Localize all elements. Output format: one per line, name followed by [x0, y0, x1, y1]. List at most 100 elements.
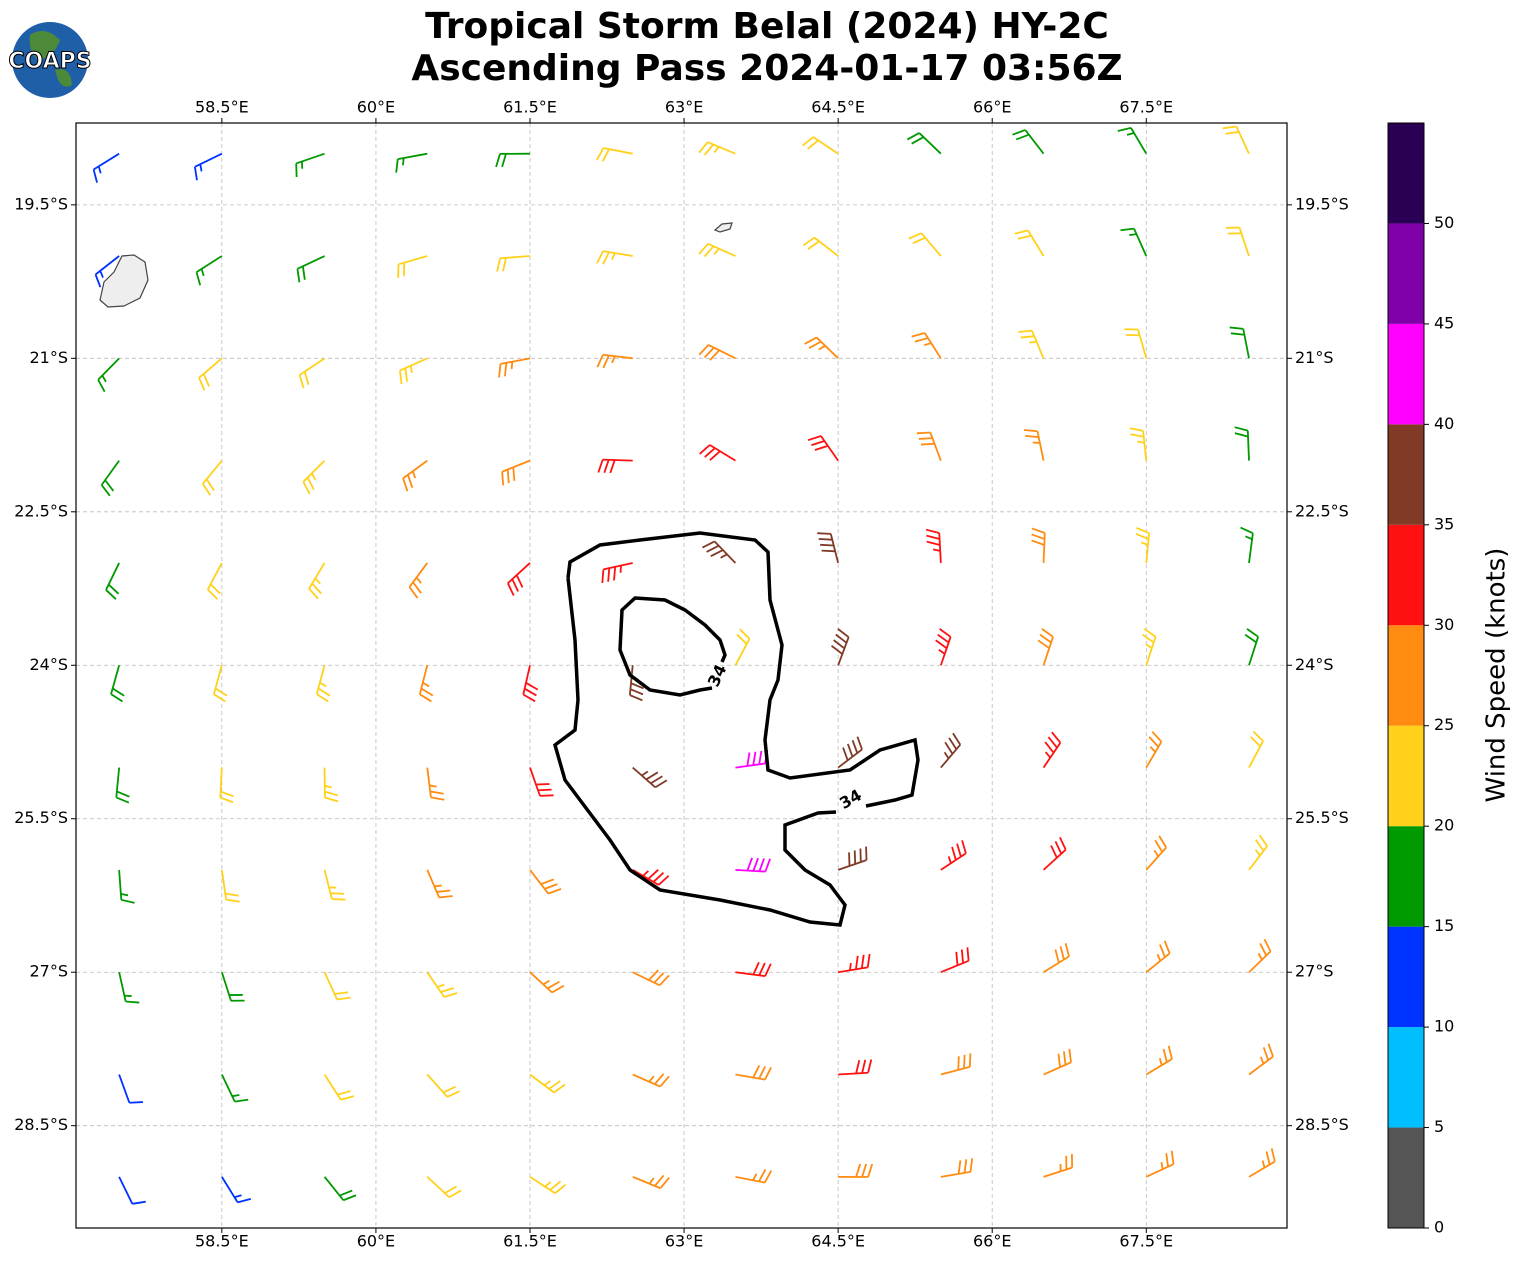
- lon-tick-label: 64.5°E: [811, 98, 865, 117]
- wind-barb: [298, 357, 326, 389]
- lat-tick-label: 27°S: [1295, 962, 1334, 981]
- island: [713, 222, 733, 233]
- wind-barb: [1248, 1043, 1274, 1076]
- logo-land: [29, 31, 72, 87]
- colorbar-tick-label: 30: [1434, 615, 1454, 634]
- lon-tick-label: 61.5°E: [503, 1232, 557, 1251]
- wind-barb: [498, 357, 531, 378]
- wind-barb: [837, 953, 871, 974]
- lon-tick-label: 63°E: [665, 98, 703, 117]
- wind-barb: [925, 528, 942, 564]
- wind-barb: [1124, 328, 1148, 359]
- wind-barb: [817, 532, 840, 564]
- wind-barb: [408, 562, 429, 599]
- colorbar-tick-label: 10: [1434, 1017, 1454, 1036]
- wind-barb: [940, 732, 962, 769]
- wind-barb: [601, 562, 633, 584]
- wind-barb: [118, 869, 135, 904]
- wind-barb: [1240, 526, 1254, 564]
- colorbar-bin: [1388, 725, 1424, 827]
- colorbar-bin: [1388, 223, 1424, 324]
- lon-tick-label: 60°E: [357, 98, 395, 117]
- wind-barb: [221, 1074, 249, 1103]
- lat-tick-label: 19.5°S: [1295, 194, 1349, 213]
- colorbar-bin: [1388, 926, 1424, 1028]
- wind-barb: [1135, 527, 1151, 564]
- wind-barb: [1037, 628, 1054, 666]
- wind-barb: [1042, 836, 1067, 871]
- wind-barb: [1120, 227, 1148, 257]
- wind-barb: [698, 141, 736, 156]
- wind-barb: [807, 435, 839, 462]
- wind-barb: [195, 255, 223, 286]
- wind-barb: [308, 562, 326, 600]
- wind-barb: [837, 736, 863, 769]
- colorbar-tick-label: 50: [1434, 213, 1454, 232]
- wind-barb: [213, 665, 228, 703]
- island: [99, 254, 149, 308]
- wind-barb: [698, 242, 736, 258]
- title-line: Tropical Storm Belal (2024) HY-2C: [425, 6, 1109, 47]
- colorbar-bin: [1388, 323, 1424, 425]
- wind-barb: [1229, 326, 1250, 359]
- wind-barb: [1145, 1150, 1175, 1178]
- colorbar: 0 5 10 15 20 25 30 35 40 45 50: [1387, 122, 1454, 1237]
- wind-barb: [323, 869, 346, 901]
- wind-barb: [735, 1065, 772, 1081]
- wind-barb: [735, 749, 769, 769]
- lon-tick-label: 61.5°E: [503, 98, 557, 117]
- lat-tick-label: 24°S: [29, 655, 68, 674]
- lat-tick-label: 25.5°S: [1295, 808, 1349, 827]
- wind-barb: [699, 444, 736, 462]
- wind-barb: [906, 132, 942, 155]
- colorbar-bin: [1388, 826, 1424, 927]
- contour-line: [618, 596, 727, 697]
- wind-barb: [507, 562, 531, 596]
- wind-barb: [206, 562, 223, 600]
- wind-barb: [323, 1074, 355, 1101]
- lon-tick-label: 63°E: [665, 1232, 703, 1251]
- wind-barb: [496, 255, 531, 272]
- colorbar-frame: [1387, 122, 1425, 1229]
- wind-barb: [92, 152, 120, 183]
- wind-barb: [838, 1059, 873, 1076]
- colorbar-bin: [1388, 1127, 1424, 1228]
- wind-barb: [529, 971, 565, 994]
- wind-barb: [395, 152, 428, 173]
- map-frame: [75, 122, 1288, 1229]
- wind-barb: [426, 869, 453, 899]
- colorbar-bin: [1388, 625, 1424, 726]
- wind-barb: [97, 357, 120, 393]
- wind-barb: [632, 766, 668, 789]
- wind-barb: [916, 431, 942, 461]
- colorbar-label: Wind Speed (knots): [1482, 548, 1512, 803]
- wind-barb: [296, 255, 325, 283]
- wind-barb: [735, 1169, 773, 1184]
- contour-label: 34: [704, 661, 731, 689]
- wind-barb: [838, 1163, 874, 1178]
- wind-barb: [596, 353, 633, 369]
- lat-tick-label: 28.5°S: [1295, 1115, 1349, 1134]
- logo: COAPS: [8, 22, 92, 98]
- lon-tick-label: 67.5°E: [1119, 98, 1173, 117]
- wind-barb: [426, 971, 458, 998]
- wind-barb: [115, 767, 130, 804]
- logo-text: COAPS: [8, 49, 91, 74]
- wind-barb: [219, 767, 234, 804]
- wind-barb: [940, 840, 967, 871]
- lat-tick-label: 21°S: [29, 348, 68, 367]
- wind-barb: [1248, 938, 1272, 973]
- wind-barbs: [92, 125, 1276, 1205]
- wind-barb: [837, 846, 868, 871]
- wind-barb: [804, 336, 839, 359]
- wind-barb: [94, 255, 120, 288]
- wind-barb: [1145, 731, 1163, 769]
- wind-barb: [1042, 731, 1062, 769]
- wind-barb: [1012, 129, 1045, 155]
- wind-barb: [529, 1073, 566, 1094]
- lat-tick-label: 27°S: [29, 962, 68, 981]
- wind-barb: [118, 1176, 146, 1205]
- wind-barb: [418, 665, 434, 703]
- lat-tick-label: 25.5°S: [14, 808, 68, 827]
- islands: [99, 222, 733, 308]
